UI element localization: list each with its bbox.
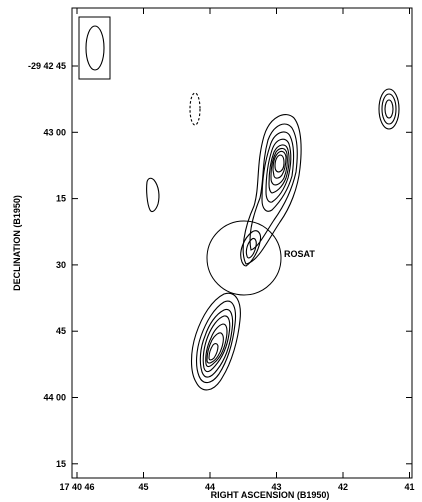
- beam-indicator: [78, 16, 111, 80]
- beam-box: [78, 16, 111, 80]
- x-tick-label-0: 17 40 46: [59, 482, 94, 492]
- west-knot-contours: [378, 88, 400, 130]
- south-lobe-contours: [190, 292, 241, 391]
- core-contours: [240, 230, 262, 267]
- east-knot-contour: [146, 177, 160, 213]
- y-axis-title: DECLINATION (B1950): [12, 195, 22, 291]
- x-tick-label-1: 45: [138, 482, 148, 492]
- y-tick-label-3: 30: [56, 260, 66, 270]
- x-tick-label-4: 42: [338, 482, 348, 492]
- beam-ellipse: [85, 25, 105, 71]
- y-tick-label-4: 45: [56, 326, 66, 336]
- x-tick-label-2: 44: [205, 482, 215, 492]
- y-axis: -29 42 45 43 00 15 30 45 44 00 15: [28, 61, 412, 469]
- rosat-label: ROSAT: [284, 249, 315, 259]
- y-tick-label-5: 44 00: [43, 393, 66, 403]
- x-tick-label-3: 43: [271, 482, 281, 492]
- x-axis: 17 40 46454443424140: [59, 8, 415, 492]
- x-tick-label-5: 41: [404, 482, 414, 492]
- y-tick-label-2: 15: [56, 194, 66, 204]
- y-tick-label-1: 43 00: [43, 127, 66, 137]
- plot-frame: [71, 7, 413, 479]
- negative-contour: [189, 92, 201, 126]
- y-tick-label-0: -29 42 45: [28, 61, 66, 71]
- north-lobe-contours: [242, 114, 302, 265]
- x-axis-title: RIGHT ASCENSION (B1950): [211, 490, 330, 500]
- y-tick-label-6: 15: [56, 459, 66, 469]
- rosat-circle: [206, 220, 282, 296]
